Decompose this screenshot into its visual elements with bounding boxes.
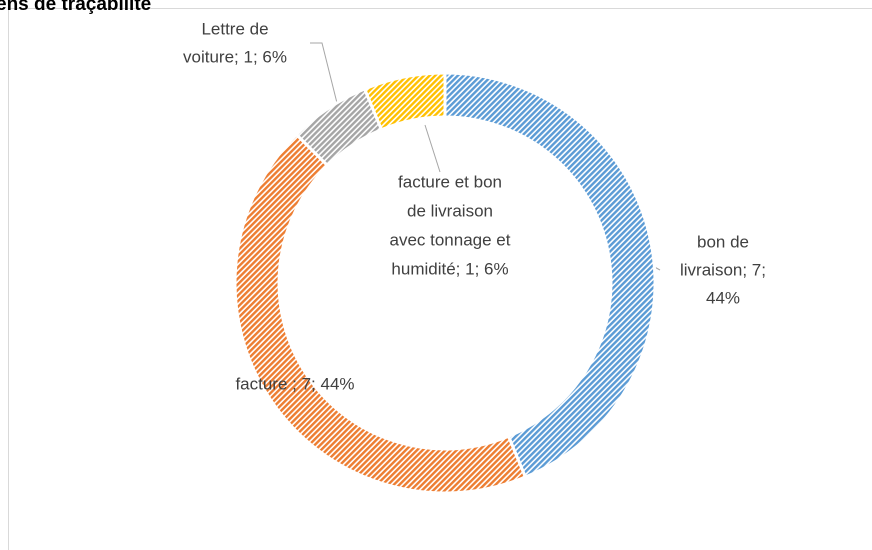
data-label: voiture; 1; 6% [183, 47, 287, 66]
data-label: bon de [697, 232, 749, 251]
data-label: 44% [706, 288, 740, 307]
data-label: avec tonnage et [390, 230, 511, 249]
data-label: de livraison [407, 201, 493, 220]
chart-title: ens de traçabilité [0, 0, 151, 15]
data-label: facture et bon [398, 172, 502, 191]
data-label: livraison; 7; [680, 260, 766, 279]
slice [443, 71, 657, 479]
data-label: humidité; 1; 6% [391, 259, 508, 278]
data-label: facture ; 7; 44% [235, 374, 354, 393]
data-label: Lettre de [201, 19, 268, 38]
slice [362, 71, 447, 132]
leader-line [424, 124, 441, 173]
slice [233, 132, 528, 495]
